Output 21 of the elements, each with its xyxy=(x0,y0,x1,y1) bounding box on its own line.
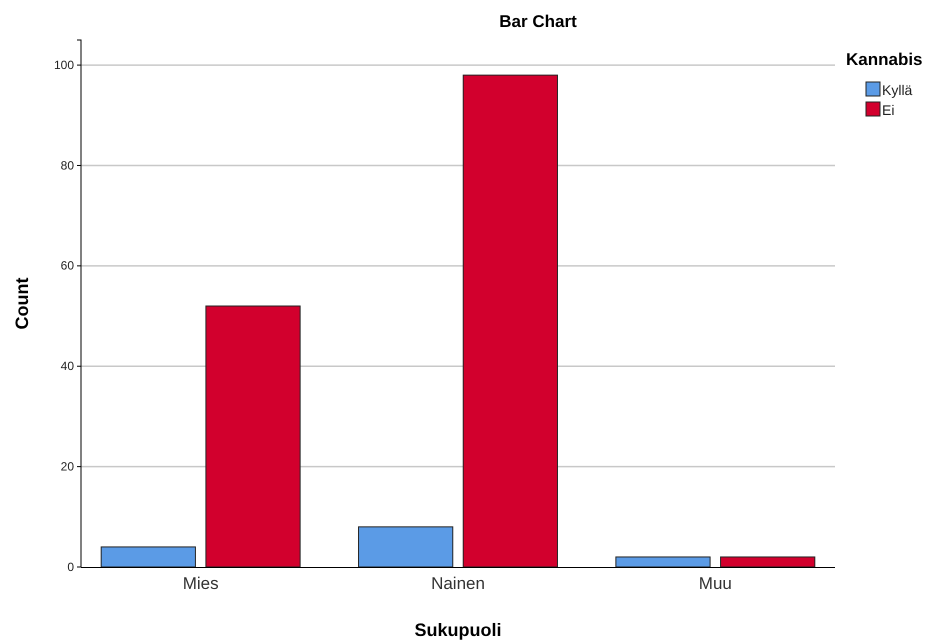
x-axis-title: Sukupuoli xyxy=(414,620,502,640)
x-tick-label: Muu xyxy=(698,574,732,594)
bar xyxy=(720,556,816,568)
x-tick-label: Mies xyxy=(182,574,219,594)
y-tick-label: 100 xyxy=(54,58,74,72)
y-tick-label: 20 xyxy=(60,459,74,474)
bar xyxy=(100,546,196,568)
bar xyxy=(615,556,711,568)
x-tick-label: Nainen xyxy=(431,574,485,594)
legend-label: Ei xyxy=(882,102,894,118)
bar xyxy=(462,74,558,568)
y-tick-label: 0 xyxy=(67,560,74,574)
chart-title: Bar Chart xyxy=(499,12,578,31)
legend-title: Kannabis xyxy=(846,50,923,69)
legend-label: Kyllä xyxy=(882,82,913,98)
bar xyxy=(205,306,301,568)
bar xyxy=(358,526,454,568)
y-tick-label: 40 xyxy=(60,359,74,374)
y-tick-label: 60 xyxy=(60,258,74,273)
y-axis-title: Count xyxy=(12,278,32,330)
y-tick-label: 80 xyxy=(60,158,74,172)
